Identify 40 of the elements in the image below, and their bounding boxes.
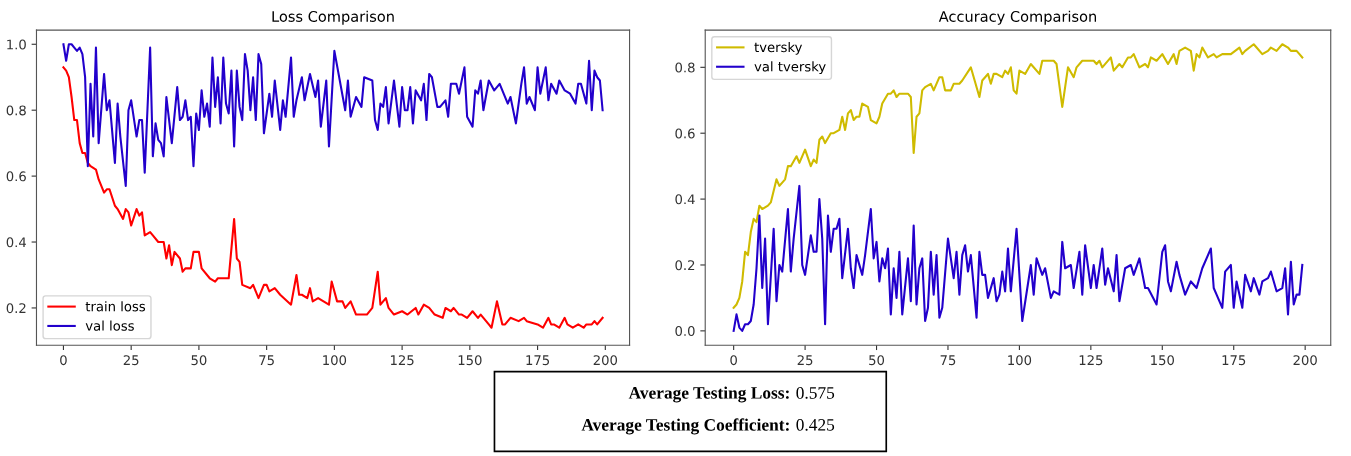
x-tick-label: 0: [60, 355, 67, 366]
line-series: [732, 184, 1304, 332]
y-tick-label: 0.2: [6, 303, 26, 314]
x-tick-label: 175: [526, 355, 550, 366]
x-tick-label: 175: [1222, 355, 1246, 366]
x-tick-label: 25: [123, 355, 139, 366]
x-tick-label: 125: [1079, 355, 1103, 366]
y-tick-label: 0.6: [6, 171, 26, 182]
legend-label: val tversky: [754, 61, 826, 75]
x-tick-label: 75: [259, 355, 274, 366]
text: Average Testing Coefficient: 0.425: [581, 418, 835, 435]
y-tick-label: 0.6: [675, 128, 695, 139]
chart-title: Accuracy Comparison: [938, 10, 1097, 25]
x-tick-label: 25: [797, 355, 813, 366]
x-tick-label: 100: [1008, 355, 1032, 366]
text: Average Testing Loss: 0.575: [628, 386, 835, 403]
y-tick-label: 0.8: [6, 105, 26, 116]
legend-label: tversky: [754, 41, 803, 55]
line-series: [62, 66, 604, 329]
y-tick-label: 0.4: [6, 237, 27, 248]
y-tick-label: 0.2: [675, 260, 695, 271]
chart-title: Loss Comparison: [272, 10, 394, 25]
y-tick-label: 1.0: [7, 39, 26, 50]
x-tick-label: 200: [593, 355, 618, 366]
x-tick-label: 50: [191, 355, 207, 366]
line-series: [732, 43, 1304, 309]
x-tick-label: 50: [869, 355, 885, 366]
x-tick-label: 0: [730, 355, 737, 366]
y-tick-label: 0.0: [675, 326, 695, 337]
y-tick-label: 0.8: [675, 62, 695, 73]
x-tick-label: 150: [1151, 355, 1174, 366]
x-tick-label: 150: [458, 355, 482, 366]
y-tick-label: 0.4: [675, 194, 695, 205]
line-series: [62, 43, 604, 188]
legend-label: val loss: [85, 320, 134, 331]
x-tick-label: 125: [390, 355, 414, 366]
x-tick-label: 100: [323, 355, 347, 366]
x-tick-label: 75: [940, 355, 956, 366]
x-tick-label: 200: [1293, 355, 1317, 366]
legend-label: train loss: [85, 301, 146, 312]
